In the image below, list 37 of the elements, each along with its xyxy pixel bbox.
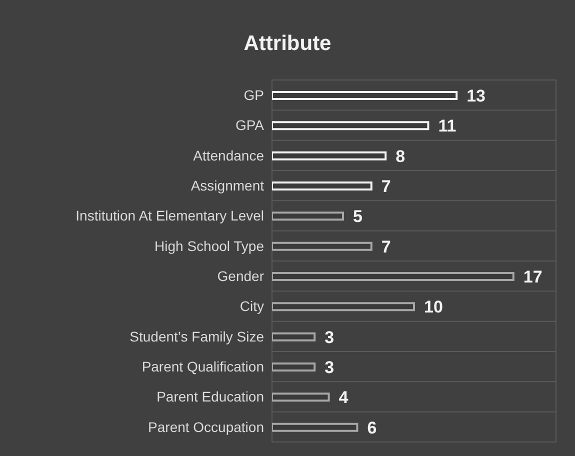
data-label: 5	[353, 207, 362, 226]
data-label: 7	[381, 237, 391, 256]
y-tick-label: Institution At Elementary Level	[76, 208, 264, 224]
y-tick-label: City	[240, 298, 264, 314]
y-tick-label: Parent Qualification	[142, 358, 264, 375]
y-tick-label: Parent Occupation	[148, 418, 264, 435]
data-label: 13	[466, 86, 486, 106]
bar	[272, 392, 330, 402]
bar	[272, 121, 430, 130]
bar	[272, 422, 358, 432]
data-label: 11	[438, 116, 456, 136]
data-label: 6	[367, 418, 377, 438]
bar	[272, 362, 316, 372]
bar	[272, 332, 316, 342]
bar	[272, 242, 372, 251]
data-label: 7	[381, 177, 391, 196]
bar	[272, 272, 514, 281]
chart-title: Attribute	[242, 31, 332, 57]
bar	[272, 151, 387, 160]
data-label: 3	[324, 328, 334, 347]
bar	[272, 91, 458, 100]
y-tick-label: Assignment	[190, 178, 264, 194]
y-tick-label: Attendance	[193, 147, 264, 164]
bar	[272, 302, 415, 312]
y-tick-label: Parent Education	[156, 388, 264, 405]
y-tick-label: GPA	[235, 117, 265, 134]
data-label: 10	[424, 298, 443, 317]
y-tick-label: High School Type	[154, 238, 264, 254]
y-tick-label: Gender	[217, 268, 264, 284]
data-label: 3	[324, 358, 334, 378]
y-tick-label: Student’s Family Size	[130, 328, 264, 344]
bar	[272, 182, 372, 190]
data-label: 17	[523, 268, 542, 287]
data-label: 8	[396, 146, 406, 166]
bar	[272, 212, 344, 221]
y-tick-label: GP	[244, 87, 264, 104]
data-label: 4	[338, 388, 349, 408]
